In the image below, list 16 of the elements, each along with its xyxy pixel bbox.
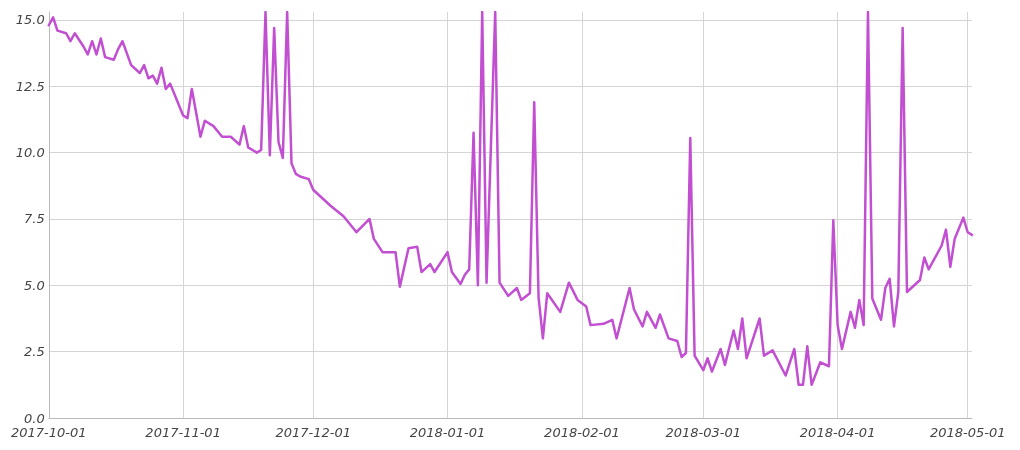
y-tick-label: 7.5: [24, 211, 45, 227]
y-tick-label: 2.5: [24, 344, 45, 360]
x-tick-label: 2018-03-01: [665, 425, 742, 440]
x-tick-label: 2018-04-01: [799, 425, 876, 440]
x-tick-label: 2017-11-01: [145, 425, 221, 440]
y-tick-label: 5.0: [24, 277, 45, 293]
x-tick-label: 2018-05-01: [929, 425, 1006, 440]
line-series: [47, 10, 974, 387]
x-tick-label: 2017-12-01: [275, 425, 351, 440]
x-tick-label: 2018-02-01: [544, 425, 620, 440]
x-tick-label: 2017-10-01: [10, 425, 87, 440]
y-tick-label: 10.0: [15, 145, 45, 161]
y-tick-label: 15.0: [15, 12, 45, 28]
y-tick-label: 0.0: [24, 410, 45, 426]
y-tick-label: 12.5: [15, 78, 45, 94]
x-tick-label: 2018-01-01: [409, 425, 486, 440]
